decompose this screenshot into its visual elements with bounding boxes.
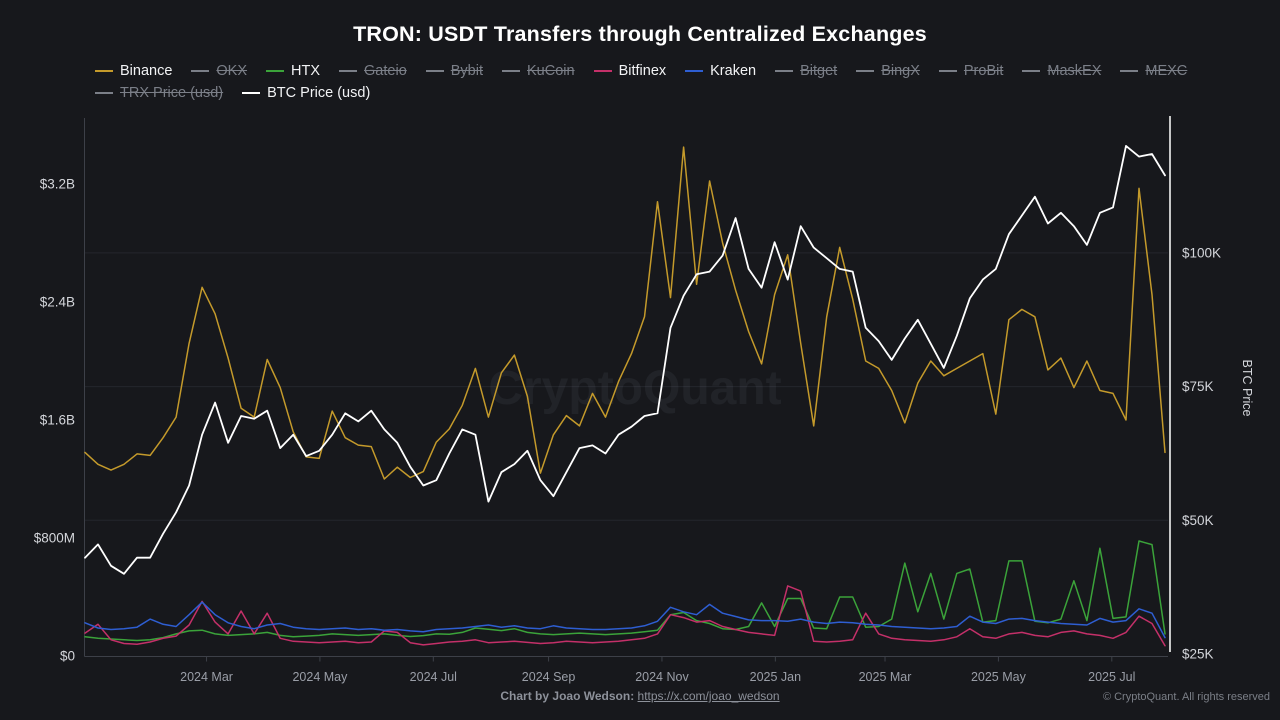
legend-swatch-icon — [339, 70, 358, 72]
legend-item-label: KuCoin — [527, 63, 575, 79]
x-tick-label: 2024 Jul — [410, 670, 457, 684]
legend-swatch-icon — [266, 70, 285, 72]
legend-swatch-icon — [191, 70, 210, 72]
chart-title: TRON: USDT Transfers through Centralized… — [353, 22, 927, 46]
x-tick-label: 2025 Jul — [1088, 670, 1135, 684]
y-axis-label-left: $800M — [34, 531, 75, 546]
x-tick-label: 2025 Jan — [750, 670, 801, 684]
legend-item-label: HTX — [291, 63, 321, 79]
y-axis-label-right: $100K — [1182, 245, 1221, 260]
legend-item-label: MaskEX — [1047, 63, 1102, 79]
legend-item-label: MEXC — [1145, 63, 1188, 79]
legend-item-gateio[interactable]: Gateio — [339, 61, 407, 81]
y-axis-label-right: $50K — [1182, 513, 1214, 528]
legend-item-label: OKX — [216, 63, 248, 79]
y-axis-label-left: $3.2B — [40, 177, 75, 192]
y-axis-label-right: $75K — [1182, 379, 1214, 394]
x-tick-label: 2024 Nov — [635, 670, 689, 684]
legend-swatch-icon — [1120, 70, 1139, 72]
credit-label: Chart by Joao Wedson: — [500, 689, 635, 703]
legend-item-label: BTC Price (usd) — [267, 85, 371, 101]
watermark: CryptoQuant — [488, 362, 781, 415]
legend-item-kraken[interactable]: Kraken — [685, 61, 756, 81]
legend-item-label: Bitget — [800, 63, 838, 79]
footer-credit: Chart by Joao Wedson: https://x.com/joao… — [0, 689, 1280, 703]
x-tick-label: 2024 Sep — [522, 670, 576, 684]
legend-item-mexc[interactable]: MEXC — [1120, 61, 1187, 81]
series-line-bitfinex — [84, 585, 1166, 647]
legend-item-kucoin[interactable]: KuCoin — [502, 61, 575, 81]
legend-item-label: Binance — [120, 63, 173, 79]
x-tick-label: 2025 May — [971, 670, 1027, 684]
legend-item-okx[interactable]: OKX — [191, 61, 247, 81]
legend-swatch-icon — [856, 70, 875, 72]
y-axis-label-left: $2.4B — [40, 295, 75, 310]
x-tick-label: 2024 May — [292, 670, 348, 684]
legend-row: Binance OKX HTX Gateio Bybit KuCoin Bitfinex Kr… — [95, 61, 1195, 81]
legend-item-label: Kraken — [710, 63, 757, 79]
legend-item-probit[interactable]: ProBit — [938, 61, 1004, 81]
legend-swatch-icon — [242, 92, 261, 94]
legend-item-bitfinex[interactable]: Bitfinex — [593, 61, 667, 81]
legend-item-label: BingX — [881, 63, 920, 79]
y-axis-label-right: $25K — [1182, 647, 1214, 662]
legend-item-bitget[interactable]: Bitget — [775, 61, 837, 81]
legend-item-maskex[interactable]: MaskEX — [1022, 61, 1101, 81]
series-line-btc-price-usd — [84, 144, 1166, 575]
legend: Binance OKX HTX Gateio Bybit KuCoin Bitfinex Kr… — [95, 61, 1195, 103]
series-line-htx — [84, 540, 1166, 642]
legend-item-trx-price-usd[interactable]: TRX Price (usd) — [95, 83, 223, 103]
legend-swatch-icon — [425, 70, 444, 72]
legend-item-btc-price-usd[interactable]: BTC Price (usd) — [242, 83, 370, 103]
legend-swatch-icon — [775, 70, 794, 72]
legend-row: TRX Price (usd) BTC Price (usd) — [95, 83, 1195, 103]
legend-swatch-icon — [1022, 70, 1041, 72]
legend-swatch-icon — [95, 70, 113, 72]
legend-swatch-icon — [685, 70, 704, 72]
x-tick-label: 2025 Mar — [859, 670, 912, 684]
legend-item-label: TRX Price (usd) — [120, 85, 224, 101]
legend-item-label: Bitfinex — [618, 63, 667, 79]
y-axis-label-left: $1.6B — [40, 413, 75, 428]
legend-item-label: Bybit — [450, 63, 484, 79]
legend-item-binance[interactable]: Binance — [95, 61, 172, 81]
legend-item-bybit[interactable]: Bybit — [425, 61, 484, 81]
series-line-kraken — [84, 601, 1166, 639]
y-axis-label-left: $0 — [60, 649, 75, 664]
legend-item-bingx[interactable]: BingX — [856, 61, 920, 81]
x-tick-label: 2024 Mar — [180, 670, 233, 684]
legend-swatch-icon — [95, 92, 113, 94]
credit-link[interactable]: https://x.com/joao_wedson — [637, 689, 780, 703]
legend-item-label: ProBit — [963, 63, 1004, 79]
series-line-binance — [84, 146, 1166, 480]
legend-item-label: Gateio — [364, 63, 407, 79]
copyright-text: © CryptoQuant. All rights reserved — [1102, 691, 1270, 703]
legend-swatch-icon — [593, 70, 612, 72]
legend-swatch-icon — [938, 70, 957, 72]
legend-item-htx[interactable]: HTX — [266, 61, 320, 81]
legend-swatch-icon — [502, 70, 521, 72]
right-axis-title: BTC Price — [1240, 360, 1254, 417]
